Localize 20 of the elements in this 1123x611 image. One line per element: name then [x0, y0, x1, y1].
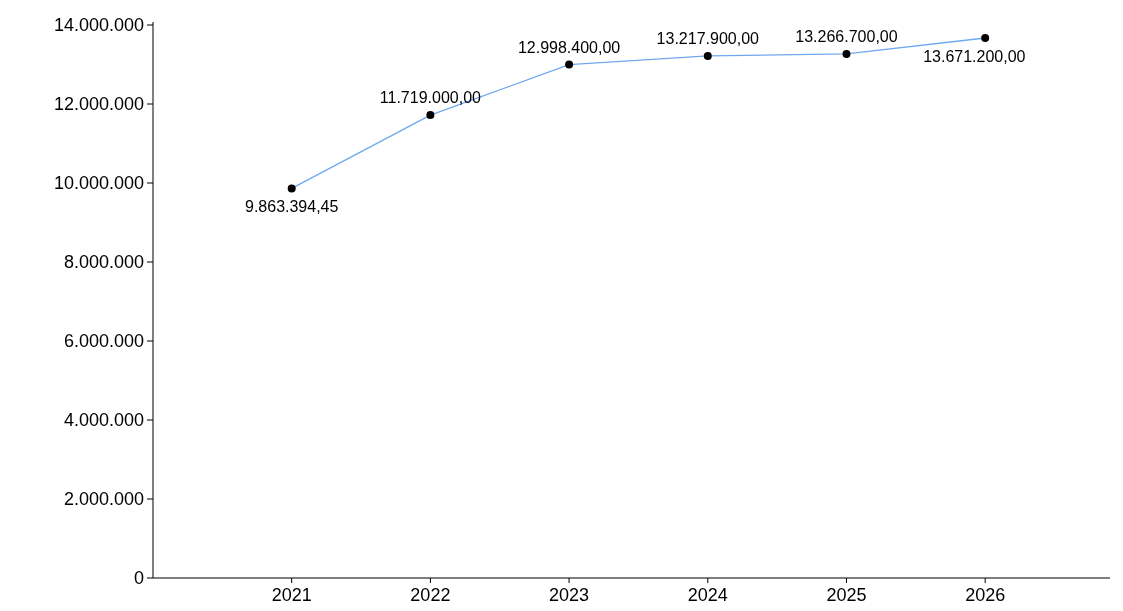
x-tick-label: 2021 [271, 585, 312, 605]
y-tick-label: 0 [133, 568, 144, 589]
x-tick-label: 2024 [687, 585, 728, 605]
y-tick-label: 8.000.000 [63, 252, 144, 273]
x-tick-label: 2025 [826, 585, 867, 605]
x-tick-label: 2022 [410, 585, 451, 605]
y-tick-label: 6.000.000 [63, 331, 144, 352]
data-label: 12.998.400,00 [517, 38, 621, 56]
y-tick-label: 10.000.000 [53, 173, 144, 194]
data-label: 13.671.200,00 [923, 47, 1026, 65]
data-label: 9.863.394,45 [244, 198, 339, 216]
y-tick-label: 12.000.000 [53, 94, 144, 115]
y-tick-label: 14.000.000 [53, 15, 144, 36]
y-tick-label: 2.000.000 [63, 489, 144, 510]
data-label: 13.217.900,00 [656, 29, 760, 47]
x-tick-label: 2023 [549, 585, 590, 605]
data-label: 13.266.700,00 [795, 27, 898, 45]
y-tick-label: 4.000.000 [63, 410, 144, 431]
x-tick-label: 2026 [965, 585, 1006, 605]
data-label: 11.719.000,00 [379, 89, 482, 107]
